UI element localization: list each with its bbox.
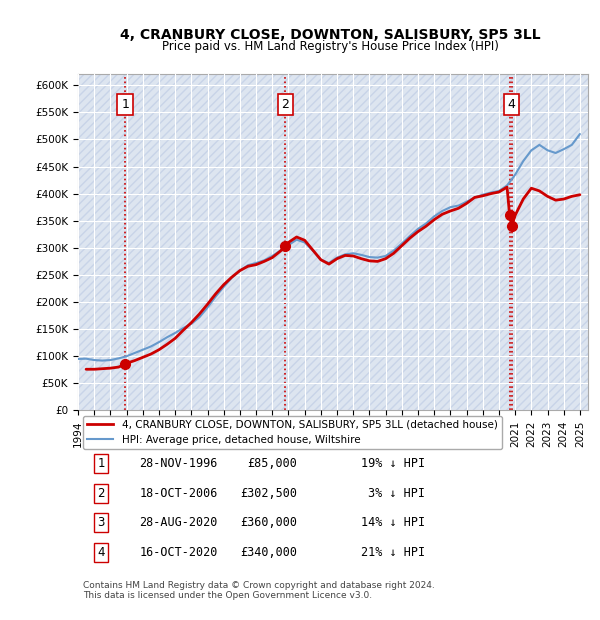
Text: £340,000: £340,000 bbox=[240, 546, 297, 559]
Text: 4: 4 bbox=[97, 546, 105, 559]
Text: 2: 2 bbox=[97, 487, 105, 500]
Text: 16-OCT-2020: 16-OCT-2020 bbox=[139, 546, 218, 559]
Text: 1: 1 bbox=[97, 457, 105, 470]
Text: 2: 2 bbox=[281, 98, 289, 111]
Text: Contains HM Land Registry data © Crown copyright and database right 2024.
This d: Contains HM Land Registry data © Crown c… bbox=[83, 581, 435, 600]
Text: 3% ↓ HPI: 3% ↓ HPI bbox=[368, 487, 425, 500]
Legend: 4, CRANBURY CLOSE, DOWNTON, SALISBURY, SP5 3LL (detached house), HPI: Average pr: 4, CRANBURY CLOSE, DOWNTON, SALISBURY, S… bbox=[83, 415, 502, 450]
Text: 28-AUG-2020: 28-AUG-2020 bbox=[139, 516, 218, 529]
Text: 1: 1 bbox=[121, 98, 129, 111]
Text: Price paid vs. HM Land Registry's House Price Index (HPI): Price paid vs. HM Land Registry's House … bbox=[161, 40, 499, 53]
Text: £85,000: £85,000 bbox=[247, 457, 297, 470]
Text: 14% ↓ HPI: 14% ↓ HPI bbox=[361, 516, 425, 529]
Text: 21% ↓ HPI: 21% ↓ HPI bbox=[361, 546, 425, 559]
Text: 4: 4 bbox=[508, 98, 515, 111]
Text: £360,000: £360,000 bbox=[240, 516, 297, 529]
Text: 28-NOV-1996: 28-NOV-1996 bbox=[139, 457, 218, 470]
Text: £302,500: £302,500 bbox=[240, 487, 297, 500]
Text: 19% ↓ HPI: 19% ↓ HPI bbox=[361, 457, 425, 470]
Text: 18-OCT-2006: 18-OCT-2006 bbox=[139, 487, 218, 500]
Text: 4, CRANBURY CLOSE, DOWNTON, SALISBURY, SP5 3LL: 4, CRANBURY CLOSE, DOWNTON, SALISBURY, S… bbox=[119, 28, 541, 42]
Text: 3: 3 bbox=[97, 516, 104, 529]
